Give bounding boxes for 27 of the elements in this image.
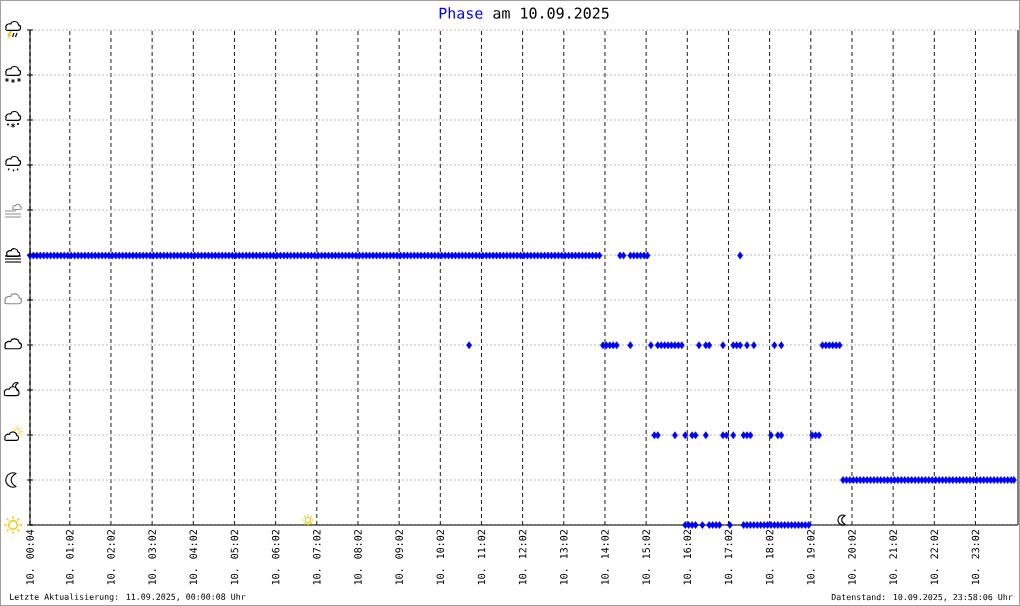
x-tick-label: 10. 05:02 (230, 530, 239, 585)
x-tick-label: 10. 08:02 (354, 530, 362, 585)
x-tick-label: 10. 01:02 (66, 530, 74, 585)
x-tick-label: 10. 21:02 (889, 530, 897, 585)
x-tick-label: 10. 16:02 (683, 530, 692, 585)
x-tick-label: 10. 12:02 (518, 530, 527, 585)
x-tick-label: 10. 06:02 (271, 530, 280, 585)
x-tick-label: 10. 23:02 (971, 530, 980, 585)
x-tick-label: 10. 17:02 (724, 530, 733, 585)
x-tick-label: 10. 03:02 (148, 530, 156, 585)
x-tick-label: 10. 02:02 (107, 530, 115, 585)
x-tick-label: 10. 19:02 (807, 530, 815, 585)
x-tick-label: 10. 13:02 (560, 530, 568, 585)
x-tick-label: 10. 14:02 (601, 530, 609, 585)
x-tick-label: 10. 11:02 (477, 530, 486, 585)
x-tick-label: 10. 04:02 (189, 530, 198, 585)
x-tick-label: 10. 07:02 (313, 530, 321, 585)
x-tick-label: 10. 22:02 (930, 530, 939, 585)
text: Datenstand: 10.09.2025, 23:58:06 Uhr (831, 593, 1013, 602)
x-tick-label: 10. 00:04 (26, 529, 34, 585)
chart-title: Phase am 10.09.2025 (439, 7, 609, 19)
x-tick-label: 10. 15:02 (642, 530, 650, 585)
x-tick-label: 10. 20:02 (848, 530, 856, 585)
x-tick-label: 10. 18:02 (765, 530, 774, 585)
text: Letzte Aktualisierung: 11.09.2025, 00:00:08 Uhr (10, 593, 246, 602)
x-tick-label: 10. 09:02 (395, 530, 403, 585)
x-tick-label: 10. 10:02 (436, 530, 445, 585)
